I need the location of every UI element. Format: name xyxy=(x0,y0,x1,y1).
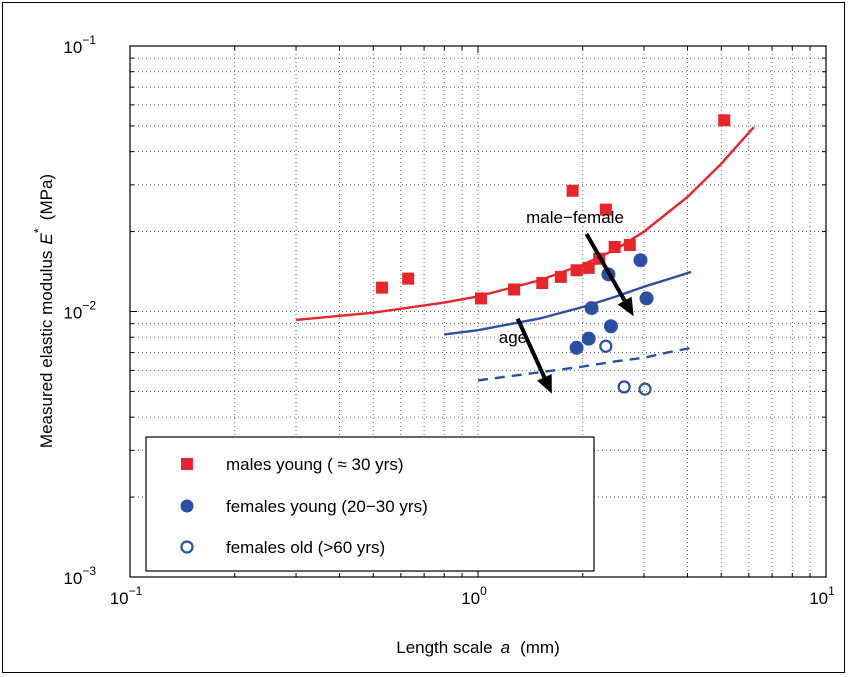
data-point-males-young xyxy=(402,272,415,285)
data-point-males-young xyxy=(376,281,389,294)
legend-label-females-young: females young (20−30 yrs) xyxy=(226,497,428,516)
legend-marker-females-young xyxy=(180,499,194,513)
x-axis-label: Length scale a (mm) xyxy=(396,638,560,657)
y-axis-variable: E xyxy=(37,233,56,245)
data-point-females-young xyxy=(603,319,618,334)
y-tick-label: 10−3 xyxy=(63,564,96,588)
data-points xyxy=(376,114,731,396)
y-tick-label: 10−1 xyxy=(63,33,96,57)
annotation-label: male−female xyxy=(526,208,624,227)
arrow-shaft-1 xyxy=(515,317,547,379)
data-point-females-old xyxy=(617,380,631,394)
data-point-females-young xyxy=(569,340,584,355)
arrow-head-1 xyxy=(537,374,552,394)
annotation-label: age xyxy=(499,328,527,347)
data-point-males-young xyxy=(608,240,621,253)
y-axis-label-text: Measured elastic modulus xyxy=(37,251,56,448)
y-axis-label: Measured elastic modulus E* (MPa) xyxy=(31,174,56,448)
data-point-females-young xyxy=(584,301,599,316)
legend-label-females-old: females old (>60 yrs) xyxy=(226,538,385,557)
data-point-males-young xyxy=(474,292,487,305)
arrow-shaft-0 xyxy=(584,232,627,302)
legend: males young ( ≈ 30 yrs) females young (2… xyxy=(145,436,595,572)
data-point-males-young xyxy=(554,270,567,283)
x-axis-unit: (mm) xyxy=(520,638,560,657)
data-point-males-young xyxy=(599,203,612,216)
data-point-females-young xyxy=(633,253,648,268)
trend-arrows xyxy=(515,232,634,394)
data-point-males-young xyxy=(718,114,731,127)
y-tick-label: 10−2 xyxy=(63,299,96,323)
x-axis-variable: a xyxy=(501,638,510,657)
legend-box xyxy=(145,436,595,572)
data-point-males-young xyxy=(566,184,579,197)
data-point-males-young xyxy=(536,277,549,290)
y-axis-superscript: * xyxy=(31,228,46,233)
fit-curve-2 xyxy=(477,346,692,382)
data-point-males-young xyxy=(623,239,636,252)
arrow-head-0 xyxy=(617,296,634,317)
annotations: male−female age xyxy=(499,208,624,347)
tick-labels: 10−1 100 101 10−3 10−2 10−1 xyxy=(63,33,835,608)
legend-label-males-young: males young ( ≈ 30 yrs) xyxy=(226,455,404,474)
x-tick-label: 101 xyxy=(809,584,835,608)
data-point-males-young xyxy=(570,264,583,277)
legend-marker-females-old xyxy=(180,540,194,554)
data-point-males-young xyxy=(508,283,521,296)
data-point-females-old xyxy=(638,382,652,396)
data-point-males-young xyxy=(582,261,595,274)
data-point-females-old xyxy=(599,339,613,353)
y-axis-unit: (MPa) xyxy=(37,174,56,220)
x-tick-label: 100 xyxy=(461,584,487,608)
data-point-females-young xyxy=(581,331,596,346)
fit-curve-1 xyxy=(444,270,692,336)
svg-text:Measured elastic modulusE*(MPa: Measured elastic modulus E* (MPa) xyxy=(31,174,56,448)
data-point-females-young xyxy=(639,291,654,306)
legend-marker-males-young xyxy=(181,458,193,470)
x-axis-label-text: Length scale xyxy=(396,638,492,657)
x-tick-label: 10−1 xyxy=(110,584,143,608)
